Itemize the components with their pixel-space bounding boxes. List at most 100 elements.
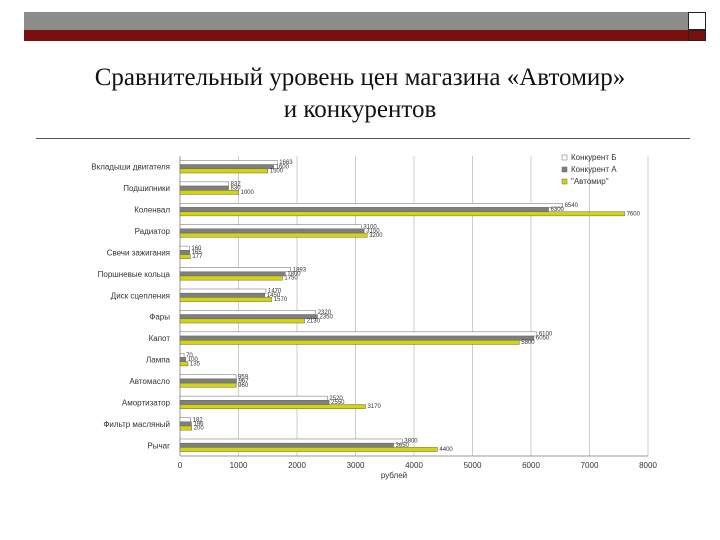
bar — [179, 207, 549, 212]
title-divider — [36, 138, 690, 139]
bar — [179, 250, 190, 255]
bar — [179, 382, 237, 388]
data-label: 3150 — [366, 229, 380, 235]
data-label: 2320 — [318, 310, 332, 316]
data-label: 70 — [186, 353, 193, 359]
slide-title: Сравнительный уровень цен магазина «Авто… — [40, 62, 680, 126]
data-label: 160 — [191, 246, 202, 252]
data-label: 165 — [192, 250, 203, 256]
legend-swatch — [561, 166, 568, 173]
bar — [179, 314, 318, 320]
bar — [179, 378, 237, 384]
bar — [179, 400, 330, 405]
category-label: Фары — [149, 313, 170, 322]
bar — [179, 339, 520, 345]
data-label: 196 — [193, 421, 204, 427]
data-label: 3200 — [369, 233, 383, 239]
bar — [179, 447, 438, 452]
x-tick-label: 4000 — [405, 461, 423, 470]
legend-swatch — [561, 154, 568, 161]
data-label: 1450 — [267, 293, 281, 299]
bar — [179, 442, 394, 448]
category-label: Радиатор — [135, 227, 171, 236]
bar — [179, 425, 192, 431]
category-label: Рычаг — [147, 441, 170, 450]
data-label: 3650 — [396, 443, 410, 449]
data-label: 100 — [188, 357, 199, 363]
category-label: Капот — [149, 334, 171, 343]
category-label: Амортизатор — [122, 398, 171, 407]
data-label: 3170 — [367, 404, 381, 410]
x-tick-label: 5000 — [464, 461, 482, 470]
bar — [179, 271, 286, 277]
bar — [179, 160, 278, 165]
data-label: 1800 — [287, 271, 301, 277]
data-label: 830 — [231, 186, 242, 192]
data-label: 1570 — [274, 297, 288, 303]
category-label: Поршневые кольца — [98, 270, 171, 279]
x-axis-label: рублей — [381, 471, 407, 480]
data-label: 3800 — [404, 439, 418, 445]
data-label: 2520 — [329, 396, 343, 402]
bar — [179, 185, 229, 191]
category-label: Подшипники — [123, 184, 170, 193]
data-label: 177 — [192, 254, 203, 260]
corner-decoration-red — [688, 30, 706, 41]
data-label: 1000 — [241, 190, 255, 196]
bar — [179, 292, 266, 298]
x-tick-label: 7000 — [581, 461, 599, 470]
data-label: 1663 — [279, 160, 293, 166]
x-tick-label: 3000 — [347, 461, 365, 470]
bar — [179, 275, 283, 281]
legend-swatch — [561, 178, 568, 185]
data-label: 959 — [238, 374, 249, 380]
bar — [179, 331, 538, 337]
bar — [179, 267, 291, 273]
bar — [179, 374, 237, 380]
bar — [179, 164, 274, 170]
bar — [179, 181, 229, 187]
bar — [179, 203, 563, 208]
bar — [179, 438, 403, 444]
data-label: 6100 — [539, 332, 553, 338]
bar — [179, 224, 362, 230]
data-label: 960 — [238, 383, 249, 389]
data-label: 2130 — [307, 319, 321, 325]
data-label: 135 — [190, 361, 201, 367]
bar — [179, 288, 267, 294]
bar — [179, 318, 305, 324]
data-label: 4400 — [439, 447, 453, 453]
category-label: Вкладыши двигателя — [91, 163, 170, 172]
data-label: 6050 — [536, 336, 550, 342]
legend-label: Конкурент Б — [571, 153, 616, 162]
bar — [179, 404, 366, 409]
category-label: Свечи зажигания — [107, 248, 170, 257]
top-decoration-red-band — [24, 30, 688, 41]
x-tick-label: 6000 — [522, 461, 540, 470]
data-label: 200 — [194, 426, 205, 432]
x-tick-label: 1000 — [230, 461, 248, 470]
bar — [179, 357, 187, 362]
bar — [179, 297, 273, 302]
legend-label: Конкурент А — [571, 165, 617, 174]
data-label: 1470 — [268, 289, 282, 295]
category-label: Лампа — [146, 356, 171, 365]
data-label: 1500 — [270, 169, 284, 175]
data-label: 2550 — [331, 400, 345, 406]
data-label: 6300 — [551, 207, 565, 213]
slide-title-line-2: и конкурентов — [283, 96, 437, 123]
data-label: 1893 — [293, 267, 307, 273]
bar — [179, 417, 191, 423]
x-tick-label: 0 — [178, 461, 183, 470]
data-label: 6540 — [565, 203, 579, 209]
data-label: 1600 — [276, 164, 290, 170]
corner-decoration-box — [688, 12, 706, 30]
bar — [179, 335, 535, 341]
bar — [179, 189, 239, 195]
bar — [179, 395, 328, 401]
data-label: 182 — [193, 417, 204, 423]
category-label: Фильтр масляный — [103, 420, 170, 429]
data-label: 7600 — [627, 211, 641, 217]
category-label: Диск сцепления — [111, 291, 170, 300]
